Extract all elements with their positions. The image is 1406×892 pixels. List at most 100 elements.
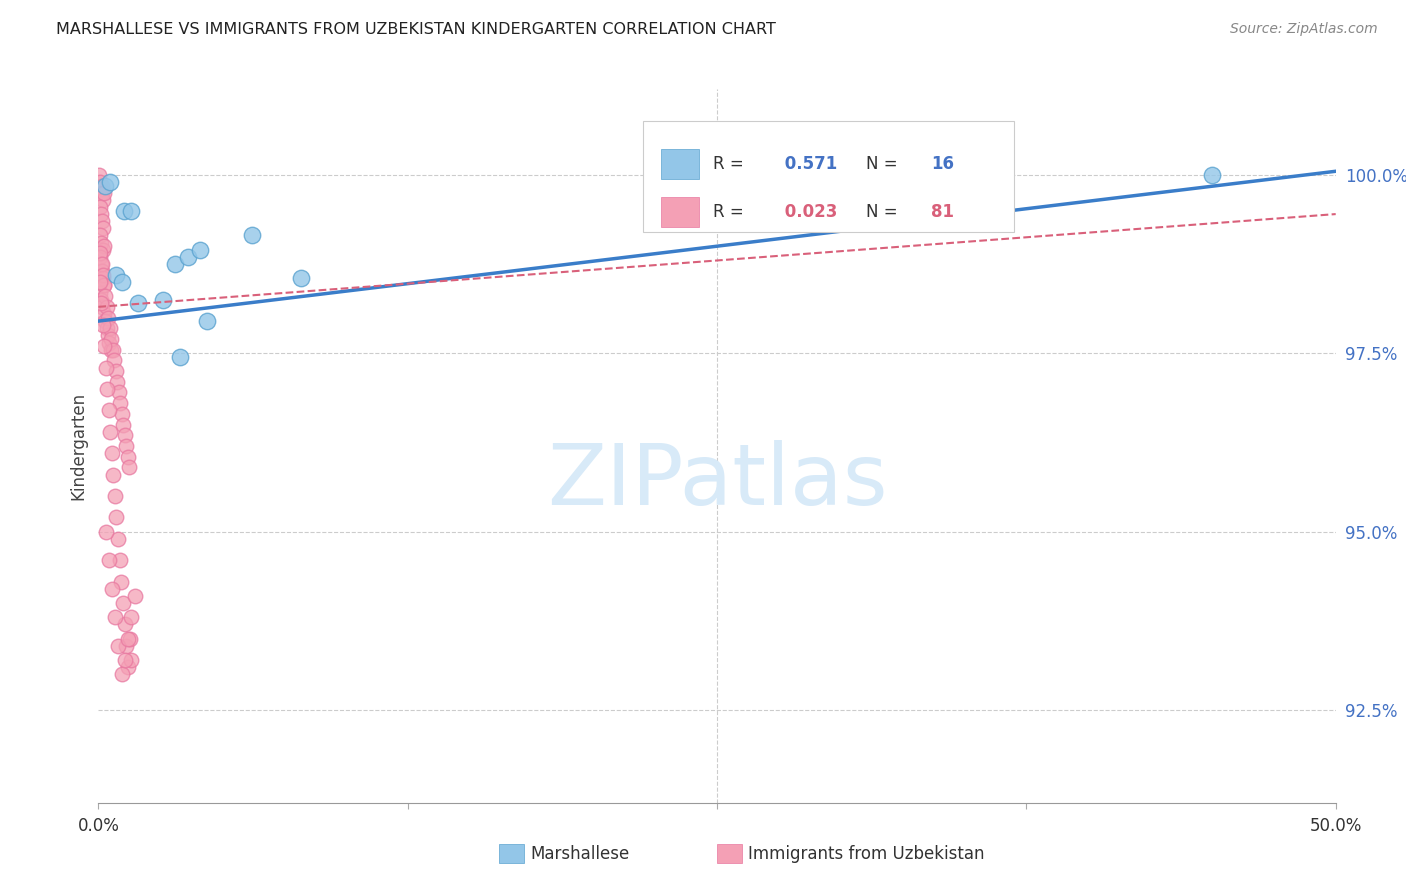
Point bbox=[111, 275, 134, 289]
Point bbox=[89, 175, 111, 189]
Point bbox=[91, 268, 114, 282]
Text: Immigrants from Uzbekistan: Immigrants from Uzbekistan bbox=[748, 845, 984, 863]
Point bbox=[93, 339, 115, 353]
Point bbox=[101, 582, 124, 596]
Text: ZIPatlas: ZIPatlas bbox=[547, 440, 887, 524]
Point bbox=[290, 271, 312, 285]
Point bbox=[1201, 168, 1223, 182]
Point bbox=[120, 610, 142, 624]
Point bbox=[90, 293, 112, 307]
Point bbox=[93, 278, 115, 293]
Point bbox=[97, 328, 120, 343]
Point bbox=[104, 489, 127, 503]
Text: R =: R = bbox=[713, 155, 749, 173]
Text: Source: ZipAtlas.com: Source: ZipAtlas.com bbox=[1230, 22, 1378, 37]
Point bbox=[127, 296, 149, 310]
Point bbox=[120, 203, 142, 218]
Point bbox=[111, 407, 134, 421]
Point bbox=[120, 653, 142, 667]
Point bbox=[112, 417, 135, 432]
Point bbox=[96, 382, 118, 396]
Point bbox=[108, 396, 131, 410]
Text: N =: N = bbox=[866, 155, 903, 173]
Bar bbox=[661, 149, 699, 179]
Text: 50.0%: 50.0% bbox=[1309, 817, 1362, 835]
Point bbox=[94, 360, 117, 375]
Text: R =: R = bbox=[713, 202, 749, 221]
Point bbox=[91, 300, 114, 314]
Point bbox=[118, 460, 141, 475]
Point bbox=[94, 524, 117, 539]
Point bbox=[90, 207, 112, 221]
Point bbox=[89, 285, 111, 300]
Text: N =: N = bbox=[866, 202, 903, 221]
Point bbox=[103, 467, 125, 482]
Point bbox=[100, 343, 122, 357]
Point bbox=[89, 250, 111, 264]
Point bbox=[93, 186, 115, 200]
Point bbox=[100, 446, 122, 460]
Point bbox=[91, 221, 114, 235]
Point bbox=[89, 246, 111, 260]
Point bbox=[91, 186, 114, 200]
Point bbox=[91, 243, 114, 257]
Point bbox=[112, 203, 135, 218]
Point bbox=[195, 314, 218, 328]
Point bbox=[94, 314, 117, 328]
Point bbox=[114, 617, 136, 632]
Point bbox=[110, 574, 132, 589]
Text: 0.571: 0.571 bbox=[779, 155, 837, 173]
Point bbox=[96, 321, 118, 335]
Point bbox=[105, 375, 128, 389]
Text: Marshallese: Marshallese bbox=[530, 845, 630, 863]
Point bbox=[91, 318, 114, 332]
Bar bbox=[643, 121, 1014, 232]
Point bbox=[90, 214, 112, 228]
Point bbox=[111, 667, 134, 681]
Point bbox=[112, 596, 135, 610]
Point bbox=[89, 275, 111, 289]
Point bbox=[115, 639, 138, 653]
Point bbox=[103, 353, 125, 368]
Point bbox=[117, 632, 139, 646]
Point bbox=[169, 350, 191, 364]
Point bbox=[93, 278, 115, 293]
Point bbox=[117, 450, 139, 464]
Point bbox=[107, 532, 129, 546]
Point bbox=[94, 289, 117, 303]
Point bbox=[90, 296, 112, 310]
Point bbox=[165, 257, 187, 271]
Point bbox=[93, 239, 115, 253]
Point bbox=[101, 343, 124, 357]
Point bbox=[115, 439, 138, 453]
Point bbox=[90, 257, 112, 271]
Point bbox=[90, 235, 112, 250]
Point bbox=[89, 168, 111, 182]
Point bbox=[93, 271, 115, 285]
Point bbox=[114, 428, 136, 442]
Point bbox=[114, 653, 136, 667]
Text: 16: 16 bbox=[931, 155, 955, 173]
Text: 0.0%: 0.0% bbox=[77, 817, 120, 835]
Point bbox=[100, 332, 122, 346]
Point bbox=[118, 632, 141, 646]
Point bbox=[93, 178, 115, 193]
Point bbox=[117, 660, 139, 674]
Point bbox=[90, 182, 112, 196]
Point bbox=[107, 385, 129, 400]
Point bbox=[104, 268, 127, 282]
Text: 0.023: 0.023 bbox=[779, 202, 838, 221]
Point bbox=[89, 200, 111, 214]
Point bbox=[89, 228, 111, 243]
Bar bbox=[661, 197, 699, 227]
Text: 81: 81 bbox=[931, 202, 955, 221]
Point bbox=[98, 321, 121, 335]
Point bbox=[124, 589, 146, 603]
Y-axis label: Kindergarten: Kindergarten bbox=[69, 392, 87, 500]
Point bbox=[108, 553, 131, 567]
Point bbox=[90, 178, 112, 193]
Point bbox=[176, 250, 198, 264]
Point bbox=[105, 510, 128, 524]
Point bbox=[152, 293, 174, 307]
Point bbox=[97, 553, 120, 567]
